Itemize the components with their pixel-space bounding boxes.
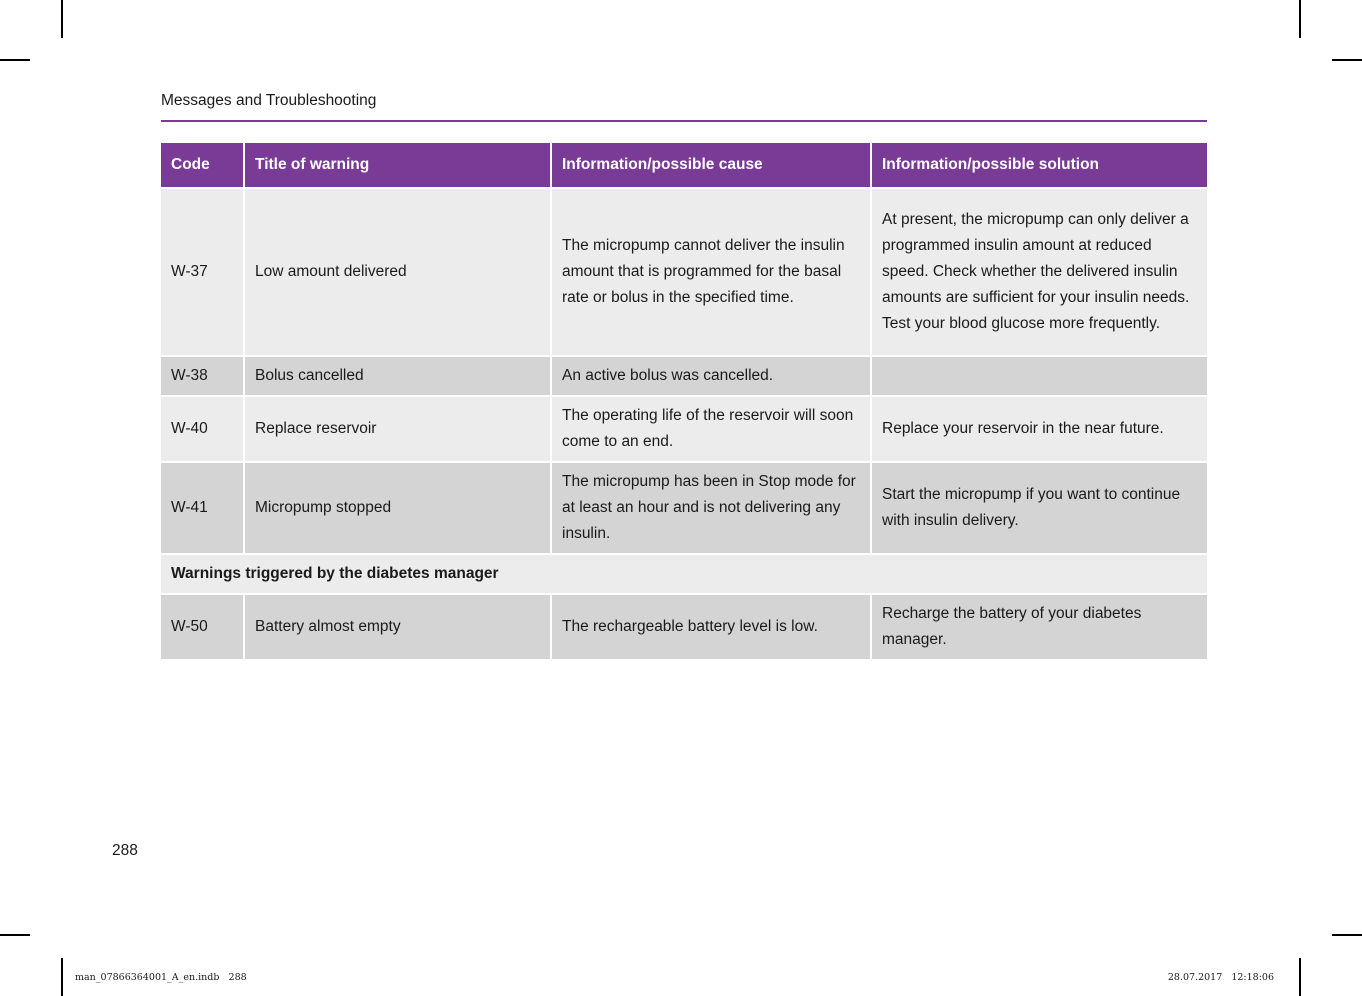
code-cell: W-37 [161, 189, 243, 355]
code-cell: W-41 [161, 463, 243, 553]
title-cell: Micropump stopped [245, 463, 550, 553]
title-cell: Battery almost empty [245, 595, 550, 659]
cause-cell: An active bolus was cancelled. [552, 357, 870, 395]
title-cell: Low amount delivered [245, 189, 550, 355]
crop-mark-top-left-vertical [61, 0, 63, 38]
crop-mark-top-right-horizontal [1332, 59, 1362, 61]
crop-mark-bottom-right-vertical [1299, 958, 1301, 996]
table-row-w40: W-40 Replace reservoir The operating lif… [161, 397, 1207, 461]
cause-cell: The rechargeable battery level is low. [552, 595, 870, 659]
table-section-row: Warnings triggered by the diabetes manag… [161, 555, 1207, 593]
cause-cell: The micropump cannot deliver the insulin… [552, 189, 870, 355]
section-label: Warnings triggered by the diabetes manag… [161, 555, 1207, 593]
solution-cell: At present, the micropump can only deliv… [872, 189, 1207, 355]
cause-cell: The operating life of the reservoir will… [552, 397, 870, 461]
solution-cell: Replace your reservoir in the near futur… [872, 397, 1207, 461]
table-row-w41: W-41 Micropump stopped The micropump has… [161, 463, 1207, 553]
column-header-solution: Information/possible solution [872, 143, 1207, 187]
cause-cell: The micropump has been in Stop mode for … [552, 463, 870, 553]
code-cell: W-38 [161, 357, 243, 395]
crop-mark-bottom-left-horizontal [0, 934, 30, 936]
footer-filename: man_07866364001_A_en.indb 288 [75, 972, 247, 983]
footer-timestamp: 28.07.2017 12:18:06 [1167, 972, 1274, 983]
solution-cell: Recharge the battery of your diabetes ma… [872, 595, 1207, 659]
solution-cell: Start the micropump if you want to conti… [872, 463, 1207, 553]
crop-mark-top-left-horizontal [0, 59, 30, 61]
column-header-title: Title of warning [245, 143, 550, 187]
solution-cell [872, 357, 1207, 395]
table-header-row: Code Title of warning Information/possib… [161, 143, 1207, 187]
column-header-code: Code [161, 143, 243, 187]
table-row-w50: W-50 Battery almost empty The rechargeab… [161, 595, 1207, 659]
warnings-table: Code Title of warning Information/possib… [161, 143, 1207, 661]
document-header: Messages and Troubleshooting [161, 92, 377, 109]
header-rule [161, 120, 1207, 122]
column-header-cause: Information/possible cause [552, 143, 870, 187]
title-cell: Bolus cancelled [245, 357, 550, 395]
crop-mark-top-right-vertical [1299, 0, 1301, 38]
page-number: 288 [112, 842, 138, 859]
crop-mark-bottom-right-horizontal [1332, 934, 1362, 936]
title-cell: Replace reservoir [245, 397, 550, 461]
code-cell: W-40 [161, 397, 243, 461]
table-row-w38: W-38 Bolus cancelled An active bolus was… [161, 357, 1207, 395]
crop-mark-bottom-left-vertical [61, 958, 63, 996]
table-row-w37: W-37 Low amount delivered The micropump … [161, 189, 1207, 355]
code-cell: W-50 [161, 595, 243, 659]
